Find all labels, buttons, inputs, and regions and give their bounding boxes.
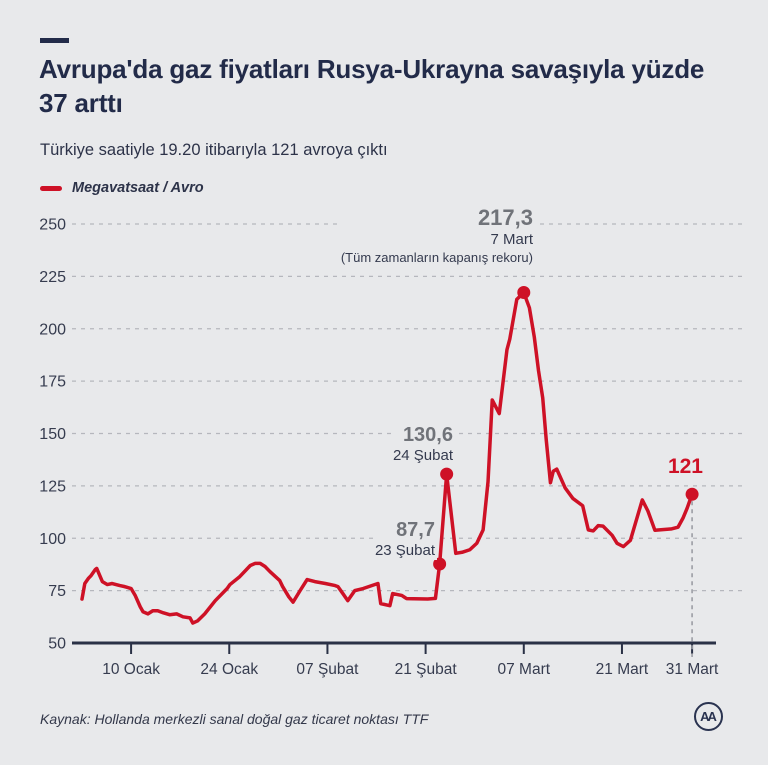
data-point-dot — [433, 557, 447, 571]
annotation-feb24: 130,6 24 Şubat — [390, 424, 455, 465]
y-tick-label: 125 — [39, 478, 66, 495]
x-tick-label: 31 Mart — [666, 661, 719, 678]
annotation-date: 23 Şubat — [372, 541, 437, 560]
x-tick-label: 07 Şubat — [296, 661, 359, 678]
legend: Megavatsaat / Avro — [40, 180, 204, 196]
annotation-date: 7 Mart — [338, 230, 535, 249]
marked-point-dots — [433, 286, 699, 571]
annotation-value: 121 — [665, 455, 705, 479]
x-tick-label: 21 Şubat — [395, 661, 458, 678]
annotation-value: 130,6 — [390, 424, 455, 446]
annotation-date: 24 Şubat — [390, 446, 455, 465]
y-tick-label: 50 — [48, 636, 66, 653]
y-tick-label: 200 — [39, 321, 66, 338]
y-tick-label: 250 — [39, 217, 66, 234]
accent-bar — [40, 38, 69, 43]
source-note: Kaynak: Hollanda merkezli sanal doğal ga… — [40, 711, 429, 727]
price-line — [80, 290, 694, 625]
y-tick-label: 100 — [39, 531, 66, 548]
annotation-note: (Tüm zamanların kapanış rekoru) — [338, 249, 535, 266]
axis-labels: 10 Ocak 24 Ocak 07 Şubat 21 Şubat 07 Mart 21 … — [39, 217, 719, 679]
y-tick-label: 225 — [39, 269, 66, 286]
x-tick-label: 10 Ocak — [102, 661, 160, 678]
y-tick-label: 175 — [39, 374, 66, 391]
x-tick-label: 07 Mart — [498, 661, 551, 678]
data-point-dot — [685, 487, 699, 501]
aa-agency-logo-icon: AA — [694, 702, 723, 731]
annotation-value: 87,7 — [372, 519, 437, 541]
data-point-dot — [440, 467, 454, 481]
data-point-dot — [517, 286, 531, 300]
annotation-latest-value: 121 — [665, 455, 705, 479]
price-line-series — [80, 290, 694, 625]
y-tick-label: 75 — [48, 583, 66, 600]
legend-line-swatch — [40, 185, 62, 191]
annotation-feb23: 87,7 23 Şubat — [372, 519, 437, 560]
page-title: Avrupa'da gaz fiyatları Rusya-Ukrayna sa… — [39, 54, 705, 118]
page-subtitle: Türkiye saatiyle 19.20 itibarıyla 121 av… — [40, 141, 388, 159]
legend-label: Megavatsaat / Avro — [72, 180, 204, 196]
annotation-value: 217,3 — [338, 206, 535, 230]
x-axis — [72, 641, 716, 654]
annotation-record-peak: 217,3 7 Mart (Tüm zamanların kapanış rek… — [338, 206, 535, 266]
x-tick-label: 21 Mart — [596, 661, 649, 678]
y-tick-label: 150 — [39, 426, 66, 443]
x-tick-label: 24 Ocak — [200, 661, 258, 678]
